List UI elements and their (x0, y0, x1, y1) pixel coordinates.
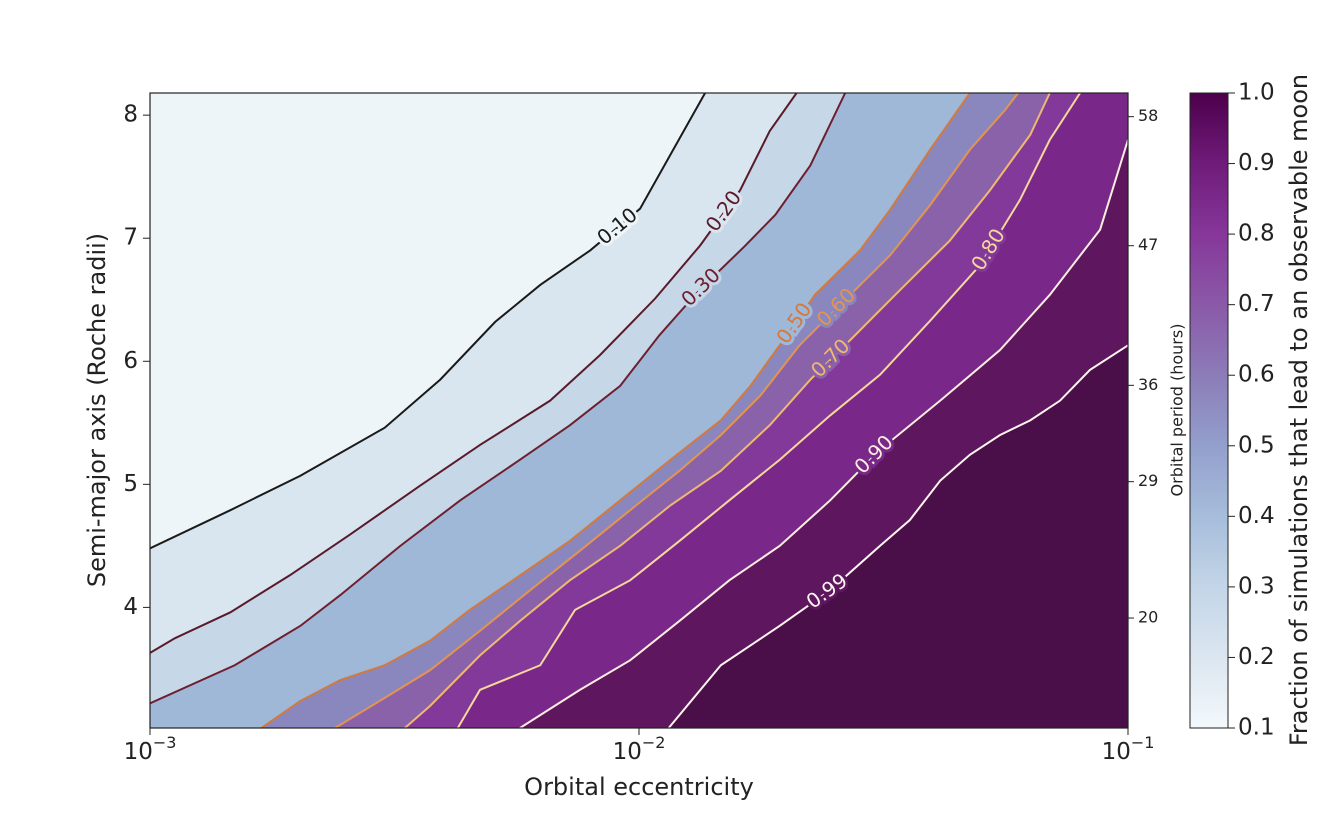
colorbar-tick-label: 0.7 (1238, 291, 1275, 317)
x-tick-label-base: 10 (124, 739, 153, 765)
y2-tick-label: 58 (1138, 106, 1158, 125)
y-tick-label: 7 (123, 225, 138, 251)
colorbar-tick-label: 0.6 (1238, 362, 1275, 388)
colorbar-tick-label: 0.9 (1238, 150, 1275, 176)
y-tick-label: 6 (123, 348, 138, 374)
contour-line (667, 344, 1128, 728)
contour-line (404, 93, 1051, 728)
colorbar-tick-label: 0.8 (1238, 221, 1275, 247)
contour-line (150, 93, 847, 705)
contour-line (456, 93, 1081, 728)
contour-line (519, 139, 1128, 728)
y2-axis-label: Orbital period (hours) (1168, 324, 1187, 497)
y-tick-label: 8 (123, 102, 138, 128)
y2-tick-label: 20 (1138, 608, 1158, 627)
colorbar-tick-label: 0.5 (1238, 432, 1275, 458)
contour-line (150, 93, 798, 654)
contour-line (150, 93, 706, 550)
colorbar-label: Fraction of simulations that lead to an … (1285, 74, 1313, 746)
y-axis-label: Semi-major axis (Roche radii) (83, 233, 111, 587)
y2-tick-label: 29 (1138, 471, 1158, 490)
x-tick-label-exponent: −2 (642, 733, 666, 752)
x-tick-label-base: 10 (1102, 739, 1131, 765)
y2-tick-label: 47 (1138, 235, 1158, 254)
y-tick-label: 5 (123, 471, 138, 497)
colorbar-tick-label: 0.2 (1238, 644, 1275, 670)
x-tick-label: 10−3 (124, 733, 177, 765)
x-tick-label: 10−2 (613, 733, 666, 765)
colorbar-tick-label: 1.0 (1238, 80, 1275, 106)
colorbar-tick-label: 0.3 (1238, 573, 1275, 599)
contour-fill (668, 345, 1128, 728)
contour-line (334, 93, 1019, 728)
y2-tick-label: 36 (1138, 375, 1158, 394)
colorbar-tick-label: 0.4 (1238, 503, 1275, 529)
x-tick-label-exponent: −3 (153, 733, 177, 752)
x-tick-label: 10−1 (1102, 733, 1155, 765)
y-tick-label: 4 (123, 594, 138, 620)
contour-line (260, 93, 971, 728)
x-tick-label-exponent: −1 (1131, 733, 1155, 752)
plot-area (150, 93, 1128, 728)
colorbar (1189, 92, 1229, 729)
x-tick-label-base: 10 (613, 739, 642, 765)
colorbar-tick-label: 0.1 (1238, 715, 1275, 741)
x-axis-label: Orbital eccentricity (524, 773, 754, 801)
